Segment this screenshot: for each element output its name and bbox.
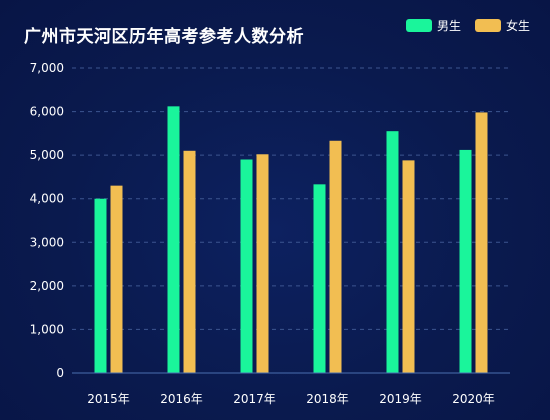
bar-female-1[interactable] [183, 150, 196, 373]
legend-swatch-female [474, 19, 501, 32]
bar-female-5[interactable] [475, 112, 488, 373]
y-tick-label: 1,000 [30, 322, 64, 336]
bar-male-3[interactable] [313, 184, 326, 373]
y-tick-label: 2,000 [30, 279, 64, 293]
bar-female-0[interactable] [110, 185, 123, 373]
x-tick-label: 2018年 [306, 392, 349, 406]
legend-swatch-male [405, 19, 432, 32]
y-tick-label: 0 [56, 366, 64, 380]
grid-lines [72, 67, 510, 330]
bar-male-4[interactable] [386, 131, 399, 373]
y-tick-label: 6,000 [30, 105, 64, 119]
x-tick-label: 2019年 [379, 392, 422, 406]
y-axis-ticks: 0 1,000 2,000 3,000 4,000 5,000 6,000 7,000 [30, 61, 64, 380]
bar-male-2[interactable] [240, 159, 253, 374]
y-tick-label: 3,000 [30, 235, 64, 249]
bar-male-5[interactable] [459, 149, 472, 373]
bar-female-4[interactable] [402, 160, 415, 373]
x-tick-label: 2016年 [160, 392, 203, 406]
bars [94, 106, 488, 374]
bar-female-3[interactable] [329, 140, 342, 373]
legend: 男生 女生 [392, 17, 530, 34]
x-tick-label: 2020年 [452, 392, 495, 406]
legend-label-male: 男生 [436, 19, 461, 33]
x-tick-label: 2015年 [87, 392, 130, 406]
legend-item-male[interactable]: 男生 [405, 17, 461, 34]
y-tick-label: 5,000 [30, 148, 64, 162]
y-tick-label: 4,000 [30, 192, 64, 206]
y-tick-label: 7,000 [30, 61, 64, 75]
bar-male-0[interactable] [94, 198, 107, 373]
legend-item-female[interactable]: 女生 [474, 17, 530, 34]
x-axis: 2015年 2016年 2017年 2018年 2019年 2020年 [72, 372, 510, 406]
bar-female-2[interactable] [256, 154, 269, 373]
legend-label-female: 女生 [505, 19, 530, 33]
x-tick-label: 2017年 [233, 392, 276, 406]
bar-male-1[interactable] [167, 106, 180, 373]
chart-title: 广州市天河区历年高考参考人数分析 [24, 27, 304, 47]
